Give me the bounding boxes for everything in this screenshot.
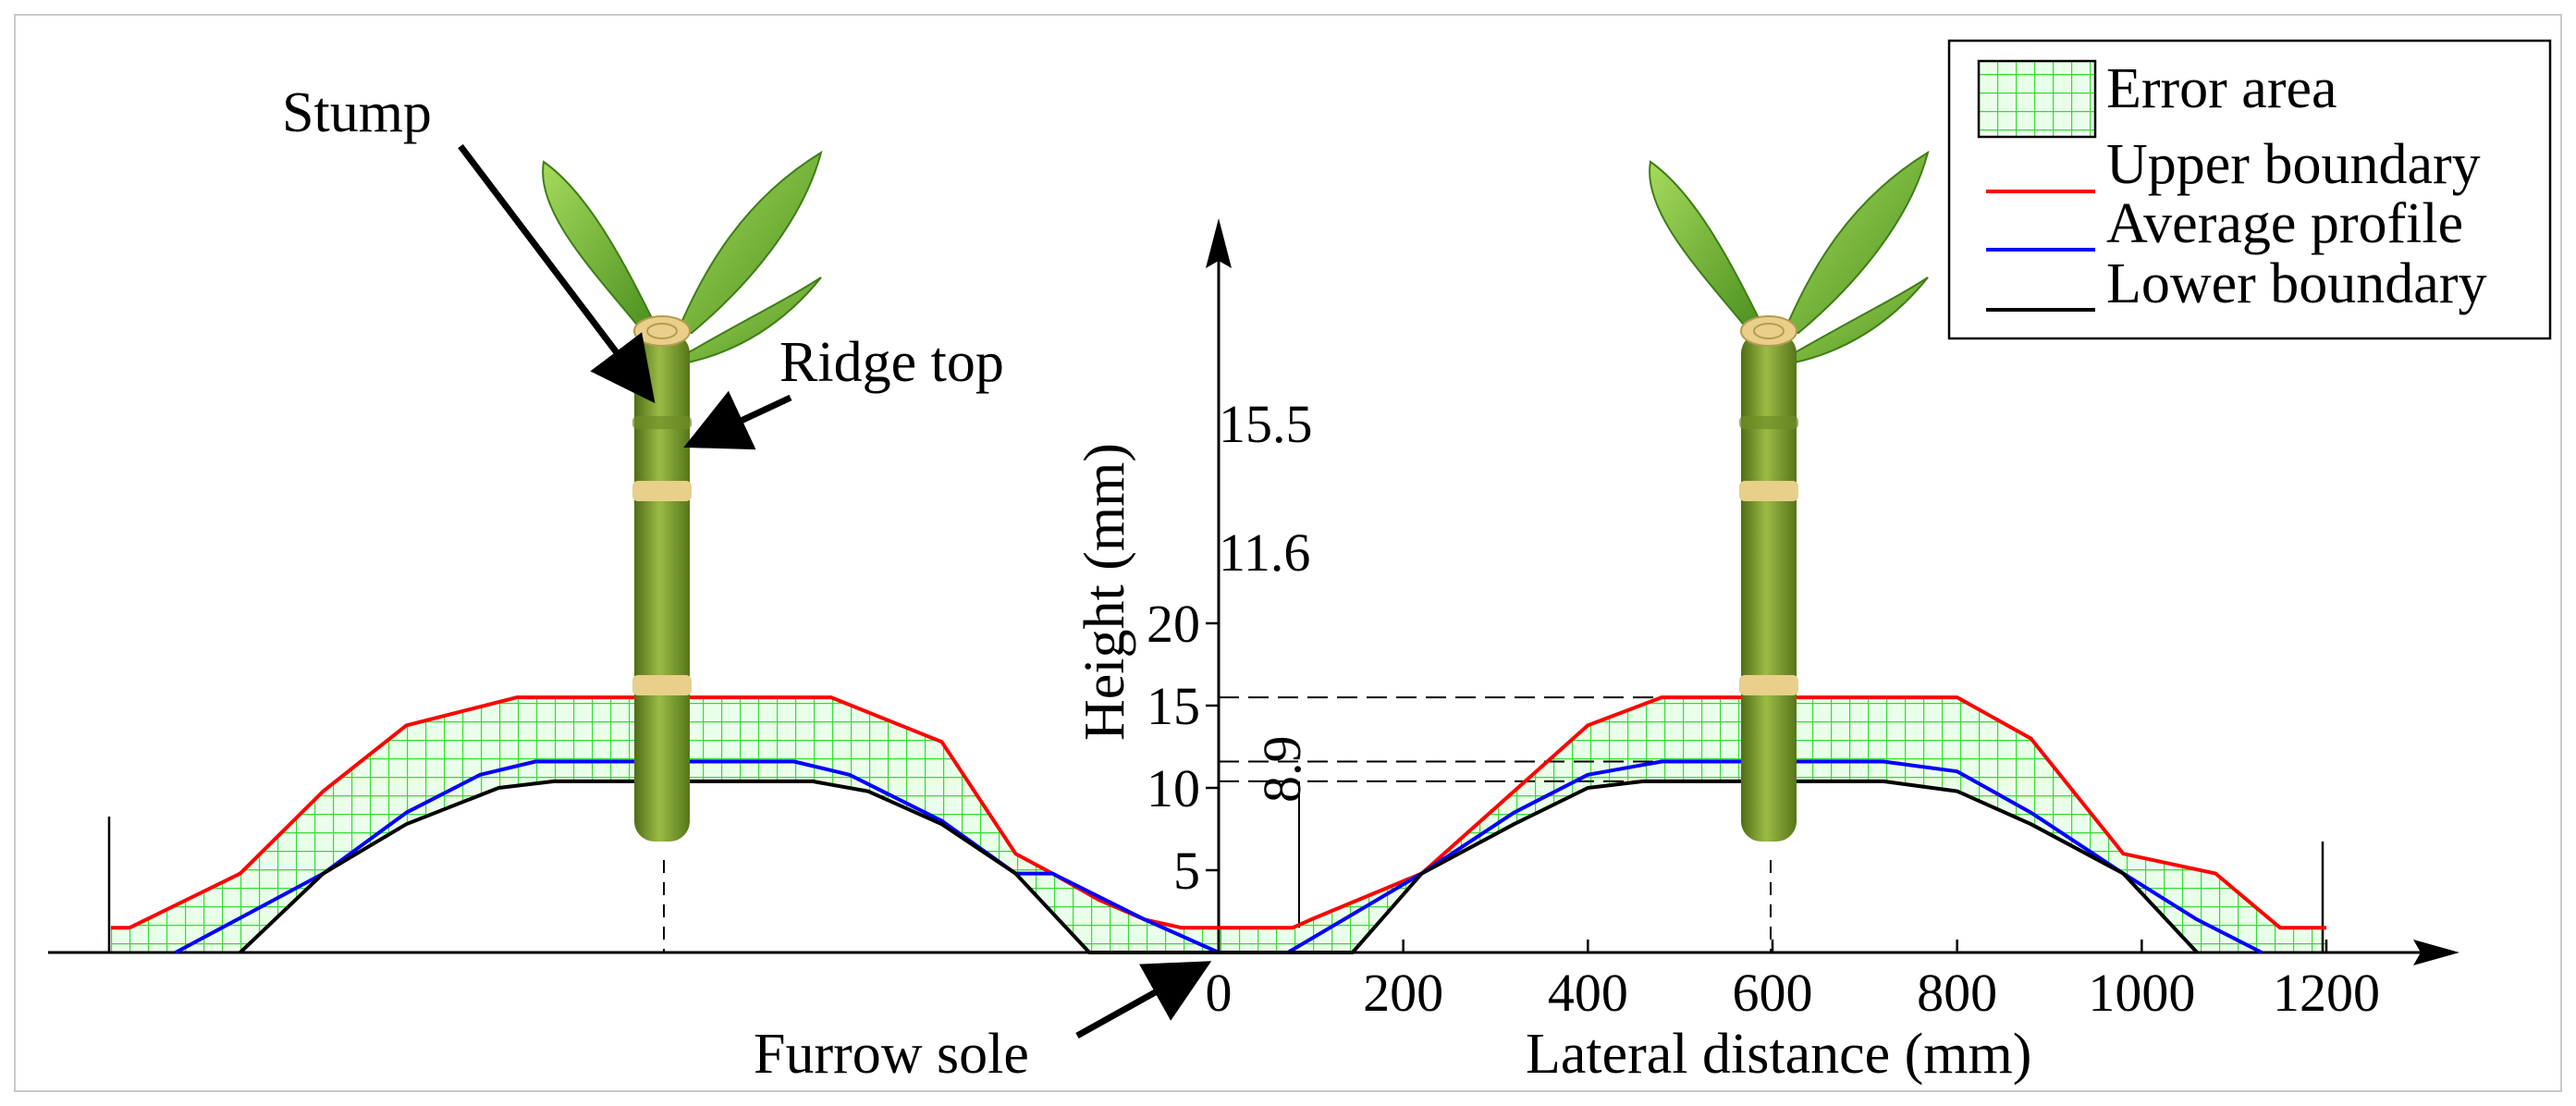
- ridge-top-annotation: Ridge top: [779, 331, 1004, 394]
- dimension-lines: [1219, 696, 1660, 928]
- x-tick-label: 800: [1917, 963, 1997, 1023]
- upper-boundary-line: [111, 695, 2326, 930]
- legend-label-error-area: Error area: [2106, 57, 2337, 120]
- x-tick-label: 1200: [2273, 963, 2380, 1023]
- y-tick-label: 20: [1147, 594, 1200, 654]
- y-axis-title: Height (mm): [1073, 443, 1136, 741]
- y-tick-label: 10: [1147, 758, 1200, 818]
- sugarcane-plant-icon: [542, 150, 823, 842]
- legend-label-average-profile: Average profile: [2106, 192, 2463, 255]
- legend: Error area Upper boundary Average profil…: [1947, 39, 2552, 340]
- hatched-box-icon: [1977, 59, 2097, 139]
- x-axis-arrow-icon: [2413, 940, 2459, 965]
- x-axis-title: Lateral distance (mm): [1526, 1023, 2031, 1086]
- figure-frame: [14, 14, 2562, 1092]
- legend-label-lower-boundary: Lower boundary: [2106, 252, 2486, 315]
- y-tick-label: 5: [1173, 841, 1200, 901]
- furrow-sole-annotation: Furrow sole: [754, 1023, 1029, 1086]
- x-tick-label: 400: [1548, 963, 1628, 1023]
- legend-label-upper-boundary: Upper boundary: [2106, 133, 2481, 196]
- dim-label-8-9: 8.9: [1252, 736, 1312, 804]
- x-tick-label: 200: [1363, 963, 1443, 1023]
- stump-annotation: Stump: [282, 81, 432, 144]
- lower-boundary-line: [239, 779, 2199, 954]
- x-tick-label: 600: [1733, 963, 1813, 1023]
- x-tick-label: 1000: [2088, 963, 2195, 1023]
- dim-label-15-5: 15.5: [1219, 394, 1313, 454]
- furrow-sole-arrow-icon: [1075, 961, 1212, 1039]
- x-tick-label: 0: [1206, 963, 1233, 1023]
- y-tick-label: 15: [1147, 676, 1200, 736]
- y-axis-arrow-icon: [1206, 218, 1232, 268]
- stump-arrow-icon: [458, 143, 656, 404]
- ridge-top-arrow-icon: [683, 390, 792, 450]
- y-ticks: 5 10 15 20: [1147, 594, 1219, 901]
- sugarcane-plant-icon: [1649, 150, 1930, 842]
- dim-label-11-6: 11.6: [1219, 522, 1310, 583]
